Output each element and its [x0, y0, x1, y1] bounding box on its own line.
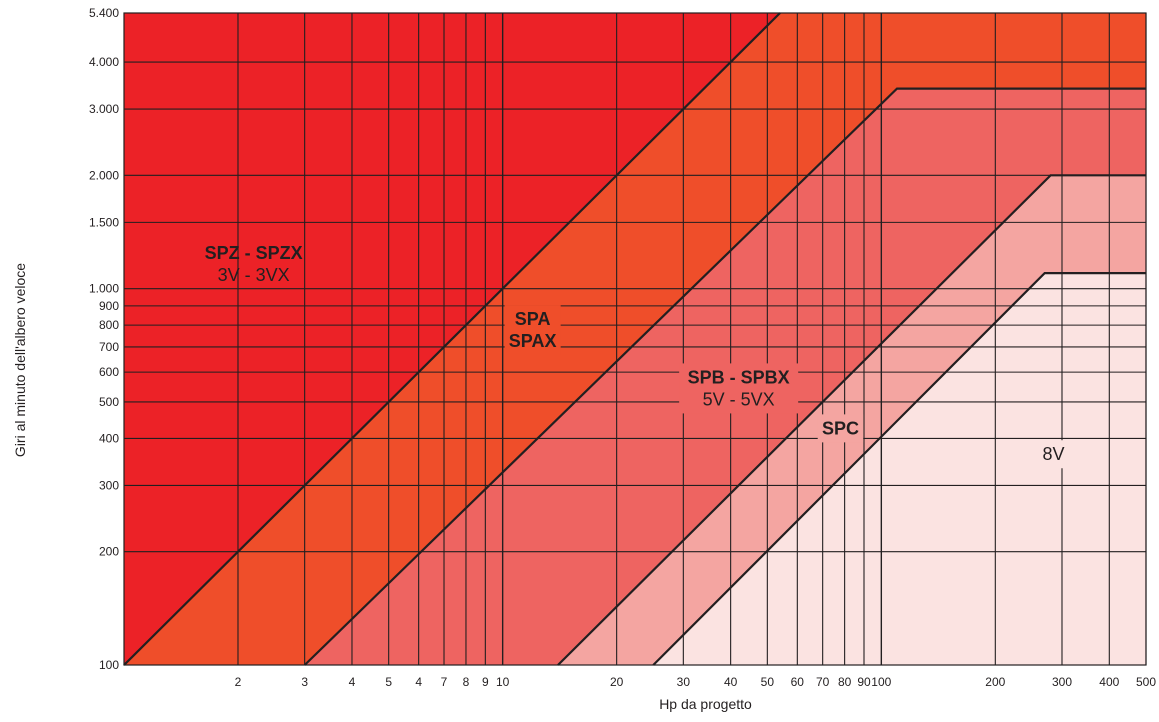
x-tick-label: 80: [838, 675, 852, 689]
y-tick-label: 100: [99, 658, 119, 672]
y-tick-label: 1.500: [89, 215, 119, 229]
x-tick-label: 4: [349, 675, 356, 689]
x-tick-label: 2: [235, 675, 242, 689]
x-tick-label: 100: [871, 675, 891, 689]
zone-label-group: 8V: [1036, 440, 1072, 469]
zone-sublabel: SPAX: [509, 331, 557, 351]
x-tick-label: 7: [441, 675, 448, 689]
y-tick-label: 300: [99, 478, 119, 492]
zone-label: 8V: [1043, 444, 1065, 464]
zone-sublabel: 5V - 5VX: [703, 389, 775, 409]
x-tick-label: 10: [496, 675, 510, 689]
y-tick-label: 700: [99, 340, 119, 354]
x-tick-labels: 2 3 4 5 4 7 8 9 10 20 30 40 50 60 70 80 90 100 200 300 400 50…: [235, 675, 1157, 689]
y-tick-labels: 100 200 300 400 500 600 700 800 900 1.000 1.500 2.0…: [89, 6, 119, 672]
x-tick-label: 9: [482, 675, 489, 689]
x-tick-label: 90: [857, 675, 871, 689]
y-tick-label: 400: [99, 431, 119, 445]
x-tick-label: 400: [1099, 675, 1119, 689]
y-tick-label: 200: [99, 545, 119, 559]
y-tick-label: 5.400: [89, 6, 119, 20]
boundary-line-2: [303, 87, 1146, 666]
y-axis-label: Giri al minuto dell'albero veloce: [12, 262, 28, 458]
x-axis-label: Hp da progetto: [659, 696, 752, 712]
x-tick-label: 60: [791, 675, 805, 689]
x-tick-label: 200: [985, 675, 1005, 689]
zone-fill-2: [124, 13, 1146, 665]
zone-label-group: SPC: [817, 414, 864, 443]
x-tick-label: 40: [724, 675, 738, 689]
x-tick-label: 5: [385, 675, 392, 689]
y-tick-label: 900: [99, 299, 119, 313]
zone-label-bg: [1036, 440, 1072, 469]
zone-label-bg: [504, 305, 561, 356]
x-tick-label: 50: [761, 675, 775, 689]
x-tick-label: 70: [816, 675, 830, 689]
zone-label-bg: [679, 363, 799, 414]
x-tick-label: 4: [415, 675, 422, 689]
zone-label: SPC: [822, 418, 859, 438]
x-tick-label: 8: [463, 675, 470, 689]
y-tick-label: 3.000: [89, 102, 119, 116]
zone-fill-5: [653, 273, 1146, 665]
grid-lines: [123, 12, 1147, 666]
x-tick-label: 500: [1136, 675, 1156, 689]
zone-label: SPB - SPBX: [688, 367, 790, 387]
y-tick-label: 2.000: [89, 168, 119, 182]
plot-frame: [123, 12, 1147, 666]
zone-fills: [124, 13, 1146, 666]
zone-label-bg: [817, 414, 864, 443]
y-tick-label: 4.000: [89, 55, 119, 69]
y-tick-label: 1.000: [89, 282, 119, 296]
zone-label: SPA: [515, 309, 551, 329]
x-tick-label: 3: [301, 675, 308, 689]
zone-label: SPZ - SPZX: [205, 243, 303, 263]
y-tick-label: 500: [99, 395, 119, 409]
x-tick-label: 20: [610, 675, 624, 689]
boundary-line-4: [652, 272, 1146, 666]
boundary-line-1: [123, 12, 781, 666]
x-tick-label: 300: [1052, 675, 1072, 689]
boundary-line-3: [557, 174, 1146, 666]
zone-sublabel: 3V - 3VX: [218, 265, 290, 285]
y-tick-label: 800: [99, 318, 119, 332]
zone-boundaries: [123, 12, 1146, 666]
x-tick-label: 30: [677, 675, 691, 689]
y-tick-label: 600: [99, 365, 119, 379]
